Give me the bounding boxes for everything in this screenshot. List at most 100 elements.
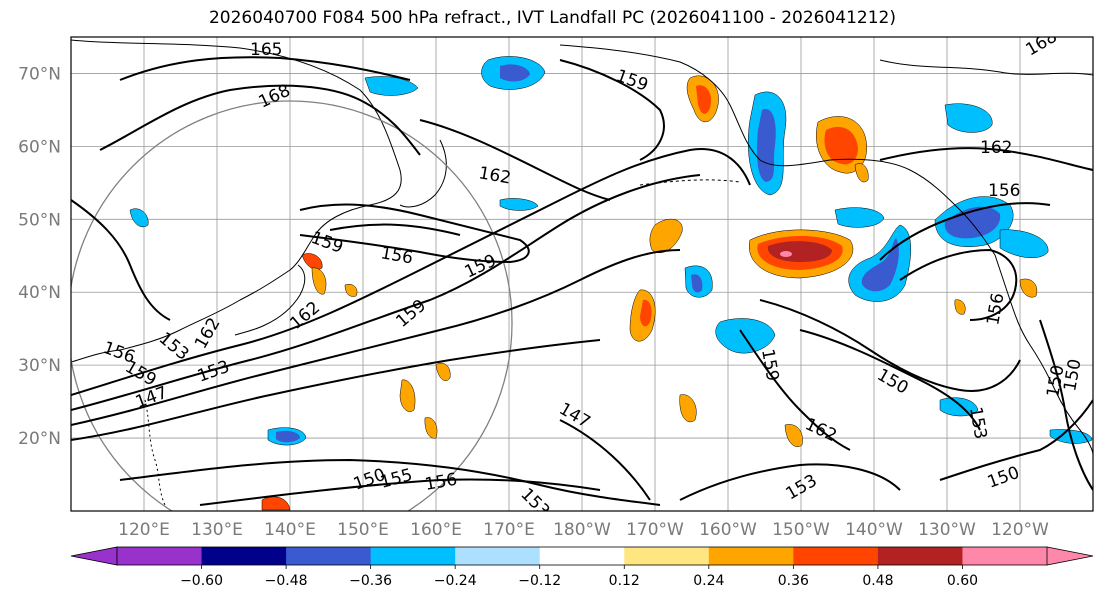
coastline-alaska: [559, 44, 996, 256]
anomaly-negative-west: [129, 208, 149, 228]
anomaly-negative-chukchi-core: [500, 64, 530, 82]
contour-line: [1039, 319, 1093, 491]
lon-tick-label: 150°W: [772, 520, 830, 540]
colorbar-tick-label: 0.24: [693, 573, 724, 589]
lon-tick-label: 120°W: [991, 520, 1049, 540]
lon-tick-label: 150°E: [337, 520, 389, 540]
contour-label: 162: [980, 138, 1012, 158]
anomaly-positive-hawaii: [679, 394, 697, 423]
contour-line: [899, 248, 1018, 321]
contour-line: [119, 458, 661, 506]
anomaly-positive-alaska-core: [824, 126, 858, 165]
anomaly-positive-bering-core: [696, 85, 712, 114]
colorbar-segment: [201, 547, 287, 565]
contour-line: [71, 339, 601, 441]
anomaly-positive-east-2: [954, 299, 966, 315]
lon-tick-label: 180°W: [553, 520, 611, 540]
colorbar-tick-label: 0.60: [947, 573, 978, 589]
contour-line: [299, 203, 530, 264]
gridlines: [71, 37, 1093, 511]
contour-line: [879, 147, 1093, 171]
contour-line: [799, 329, 981, 431]
contour-line: [329, 223, 461, 236]
longitude-tick-labels: 120°E 130°E 140°E 150°E 160°E 170°E 180°W 170°W…: [118, 520, 1049, 540]
contour-line: [71, 174, 701, 411]
coastline-islands: [144, 399, 166, 506]
anomaly-positive-south-2: [435, 362, 451, 381]
anomaly-negative-gulf: [834, 207, 885, 228]
contour-line: [71, 249, 681, 426]
anomaly-positive-bottom: [261, 496, 291, 511]
contour-line: [739, 329, 851, 451]
colorbar-tick-label: −0.36: [349, 573, 392, 589]
contour-line: [759, 299, 1021, 392]
ivt-anomaly-fill: [129, 56, 1093, 511]
contour-label: 156: [988, 181, 1020, 201]
contour-line: [99, 84, 421, 156]
anomaly-positive-pacific-peak: [780, 251, 792, 257]
lon-tick-label: 120°E: [118, 520, 170, 540]
contour-label: 165: [250, 40, 282, 60]
lon-tick-label: 140°W: [845, 520, 903, 540]
colorbar-segment: [286, 547, 372, 565]
anomaly-positive-california: [1019, 278, 1038, 298]
contour-line: [879, 202, 1051, 261]
map-frame: [70, 36, 1094, 512]
anomaly-positive-south-3: [424, 417, 438, 439]
anomaly-negative-ne-pacific-core: [861, 238, 899, 292]
anomaly-negative-sea-core: [691, 274, 703, 293]
colorbar-tick-label: 0.36: [778, 573, 809, 589]
contour-line: [199, 478, 601, 506]
lat-tick-label: 50°N: [18, 210, 61, 230]
colorbar-segment: [624, 547, 710, 565]
contour-line: [559, 59, 665, 161]
latitude-tick-labels: 20°N 30°N 40°N 50°N 60°N 70°N: [18, 64, 61, 449]
colorbar-tick-label: −0.60: [180, 573, 223, 589]
coastline-asia: [71, 39, 402, 363]
contour-line: [419, 119, 611, 201]
anomaly-negative-nw: [364, 76, 419, 96]
coastline-japan: [234, 264, 306, 336]
anomaly-negative-hudson: [944, 103, 993, 133]
colorbar-outline: [116, 546, 1048, 566]
anomaly-positive-west-2: [344, 284, 358, 297]
anomaly-negative-east: [999, 229, 1049, 259]
lat-tick-label: 30°N: [18, 356, 61, 376]
colorbar-segment: [708, 547, 794, 565]
domain-circle: [71, 100, 513, 511]
lat-tick-label: 20°N: [18, 429, 61, 449]
colorbar-tick-label: 0.12: [609, 573, 640, 589]
lat-tick-label: 40°N: [18, 283, 61, 303]
colorbar-segment: [793, 547, 879, 565]
lon-tick-label: 130°W: [918, 520, 976, 540]
lon-tick-label: 170°E: [483, 520, 535, 540]
anomaly-negative-subtropics: [715, 318, 776, 354]
colorbar-tick-label: 0.48: [862, 573, 893, 589]
anomaly-positive-hawaii-2: [784, 424, 803, 447]
coastline-canada: [879, 59, 1093, 76]
contour-line: [71, 199, 171, 321]
lon-tick-label: 170°W: [626, 520, 684, 540]
anomaly-negative-alaska-core: [756, 109, 776, 182]
colorbar-tick-label: −0.12: [518, 573, 561, 589]
anomaly-negative-sw-core: [276, 430, 300, 443]
colorbar-extend-high: [1046, 546, 1094, 566]
contour-line: [71, 148, 751, 396]
contour-line: [119, 56, 411, 81]
contour-line: [559, 419, 651, 501]
lon-tick-label: 140°E: [264, 520, 316, 540]
lon-tick-label: 160°W: [699, 520, 757, 540]
colorbar-segment: [877, 547, 963, 565]
colorbar-segment: [370, 547, 456, 565]
colorbar-segment: [455, 547, 541, 565]
coastline-namerica: [994, 254, 1093, 456]
coastline-kamchatka: [399, 139, 447, 208]
lat-tick-label: 60°N: [18, 137, 61, 157]
anomaly-positive-central-1-core: [640, 299, 652, 327]
anomaly-positive-japan: [301, 253, 323, 270]
colorbar-segment: [962, 547, 1048, 565]
anomaly-positive-japan-outer: [311, 267, 327, 295]
colorbar-segment: [117, 547, 203, 565]
anomaly-negative-midlat: [499, 198, 539, 211]
lon-tick-label: 130°E: [191, 520, 243, 540]
